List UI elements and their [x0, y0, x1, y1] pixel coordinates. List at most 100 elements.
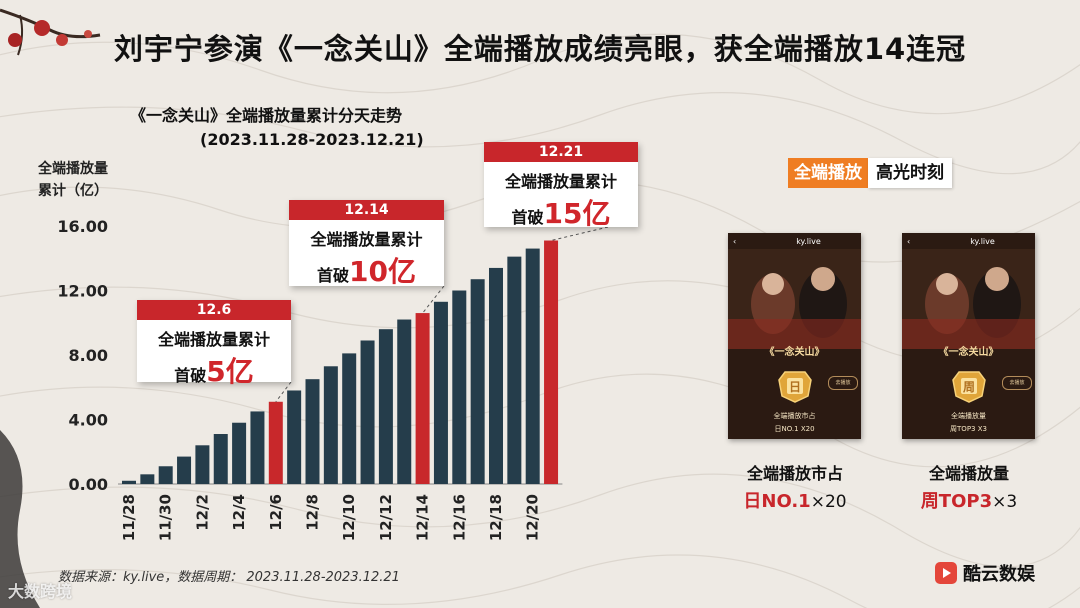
bar-12-3: [213, 434, 228, 484]
x-tick-label: 12/20: [524, 494, 542, 541]
medal-label: 周: [963, 380, 975, 394]
callout-value: 15亿: [543, 197, 611, 230]
phone-topbar: ‹ ky.live: [902, 233, 1035, 249]
callout-prefix: 首破: [174, 366, 207, 385]
show-name: 《一念关山》: [938, 347, 999, 358]
x-tick-label: 12/10: [340, 494, 358, 541]
phone-card-market-share[interactable]: ‹ ky.live 《一念关山》 日 去播放 全端播放市占 日NO.1 X20: [728, 233, 861, 439]
bar-12-1: [177, 456, 192, 484]
x-tick-label: 11/28: [120, 494, 138, 541]
drama-poster-image: [728, 249, 861, 349]
chart-subtitle: (2023.11.28-2023.12.21): [200, 130, 424, 149]
play-button[interactable]: 去播放: [1002, 376, 1032, 390]
bar-11-29: [140, 474, 155, 484]
phone-card-play-volume[interactable]: ‹ ky.live 《一念关山》 周 去播放 全端播放量 周TOP3 X3: [902, 233, 1035, 439]
app-logo: ky.live: [970, 236, 995, 246]
x-tick-label: 12/4: [230, 494, 248, 531]
chart-title-block: 《一念关山》全端播放量累计分天走势 (2023.11.28-2023.12.21…: [130, 104, 510, 152]
drama-poster-image: [902, 249, 1035, 349]
y-tick-label: 0.00: [69, 475, 108, 494]
callout-date: 12.6: [137, 300, 291, 320]
result-main: 日NO.1: [743, 491, 811, 512]
callout-text: 全端播放量累计: [310, 230, 423, 249]
gold-medal-icon: 周: [952, 371, 986, 403]
back-arrow-icon[interactable]: ‹: [907, 236, 911, 246]
bar-12-9: [323, 366, 338, 484]
bar-11-28: [122, 480, 136, 484]
callout-leader-line: [275, 381, 292, 403]
y-axis-title: 全端播放量 累计（亿）: [38, 158, 108, 202]
bar-12-2: [195, 445, 210, 484]
callout-milestone: 首破10亿: [289, 250, 444, 290]
chart-title: 《一念关山》全端播放量累计分天走势: [130, 106, 403, 125]
app-logo: ky.live: [796, 236, 821, 246]
callout-leader-line: [550, 226, 609, 241]
bar-12-5: [250, 411, 265, 484]
x-tick-label: 12/14: [414, 494, 432, 541]
callout-15yi: 12.21 全端播放量累计 首破15亿: [484, 142, 638, 230]
caption-result: 日NO.1×20: [705, 487, 885, 513]
result-multiplier: ×20: [810, 492, 847, 512]
medal-label: 日: [789, 380, 801, 394]
bar-12-12: [378, 329, 393, 484]
metric-label: 全端播放市占: [773, 412, 816, 420]
bar-12-13: [397, 319, 412, 484]
callout-value: 5亿: [206, 355, 254, 388]
callout-milestone: 首破5亿: [137, 350, 291, 390]
metric-label: 全端播放量: [951, 412, 986, 420]
rank-text: 周TOP3 X3: [950, 425, 987, 433]
y-axis-title-line1: 全端播放量: [38, 161, 108, 177]
rank-text: 日NO.1 X20: [774, 425, 815, 433]
bar-12-11: [360, 340, 375, 484]
bar-12-15: [433, 301, 448, 484]
play-logo-icon: [935, 562, 957, 584]
bar-12-4: [232, 422, 247, 484]
callout-prefix: 首破: [317, 266, 350, 285]
callout-text: 全端播放量累计: [504, 172, 617, 191]
caption-label: 全端播放量: [928, 464, 1009, 483]
callout-date: 12.21: [484, 142, 638, 162]
x-tick-label: 12/12: [377, 494, 395, 541]
play-button[interactable]: 去播放: [828, 376, 858, 390]
watermark: 大数跨境: [8, 582, 73, 601]
bar-12-17: [470, 279, 485, 484]
highlight-title-b: 高光时刻: [868, 158, 952, 188]
caption-result: 周TOP3×3: [879, 487, 1059, 513]
y-tick-label: 12.00: [57, 282, 108, 301]
y-tick-label: 8.00: [69, 346, 108, 365]
highlight-title-a: 全端播放: [788, 158, 868, 188]
bar-12-8: [305, 379, 320, 484]
result-multiplier: ×3: [992, 492, 1018, 512]
caption-label: 全端播放市占: [746, 464, 843, 483]
result-main: 周TOP3: [920, 491, 993, 512]
brand-logo: 酷云数娱: [935, 560, 1035, 586]
data-source-note: 数据来源：ky.live，数据周期： 2023.11.28-2023.12.21: [58, 570, 400, 585]
callout-milestone: 首破15亿: [484, 192, 638, 232]
bar-12-7: [287, 390, 302, 484]
callout-value: 10亿: [349, 255, 416, 288]
gold-medal-icon: 日: [778, 371, 812, 403]
y-tick-label: 4.00: [69, 411, 108, 430]
back-arrow-icon[interactable]: ‹: [733, 236, 737, 246]
highlight-title: 全端播放 高光时刻: [788, 158, 952, 188]
y-axis-title-line2: 累计（亿）: [38, 183, 108, 199]
callout-5yi: 12.6 全端播放量累计 首破5亿: [137, 300, 291, 388]
bar-11-30: [158, 466, 173, 484]
x-tick-label: 12/18: [487, 494, 505, 541]
bar-12-16: [452, 290, 467, 484]
x-tick-label: 12/6: [267, 494, 285, 531]
brand-name: 酷云数娱: [963, 564, 1035, 585]
y-tick-label: 16.00: [57, 217, 108, 236]
caption-market-share: 全端播放市占 日NO.1×20: [705, 460, 885, 513]
show-name: 《一念关山》: [764, 347, 825, 358]
bar-12-19: [507, 256, 522, 484]
callout-prefix: 首破: [511, 208, 544, 227]
phone-topbar: ‹ ky.live: [728, 233, 861, 249]
caption-play-volume: 全端播放量 周TOP3×3: [879, 460, 1059, 513]
x-tick-label: 12/2: [193, 494, 211, 531]
x-tick-label: 11/30: [157, 494, 175, 541]
page-title: 刘宇宁参演《一念关山》全端播放成绩亮眼，获全端播放14连冠: [113, 32, 967, 66]
bar-12-20: [525, 248, 540, 484]
